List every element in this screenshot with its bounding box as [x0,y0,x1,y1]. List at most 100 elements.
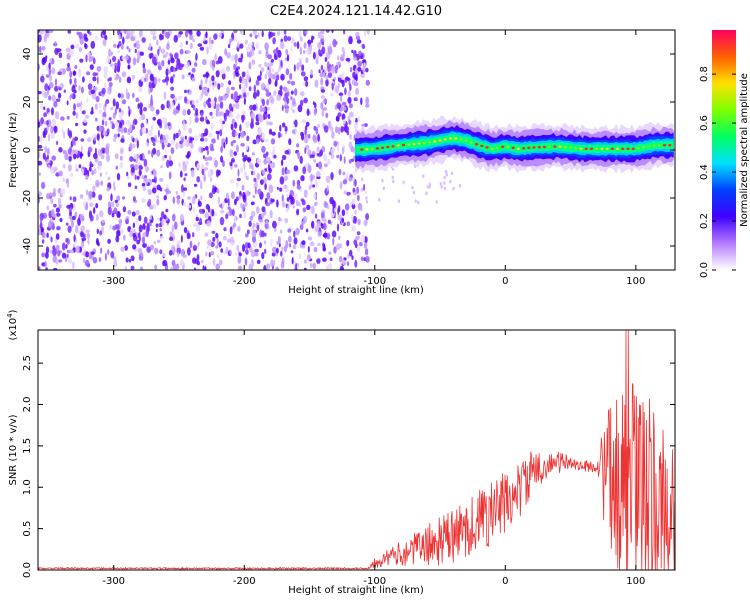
spectrogram-noise-cell [223,114,227,122]
spectrogram-noise-cell [193,183,198,187]
spectrogram-noise-cell [118,33,121,40]
spectrogram-noise-cell [192,38,196,43]
spectrogram-noise-cell [126,33,131,39]
spectrogram-noise-cell [188,127,193,134]
spectrogram-noise-cell [164,149,167,154]
spectrogram-noise-cell [114,108,117,116]
spectrogram-ridge-band [355,134,674,154]
spectrogram-noise-cell [239,76,242,84]
spectrogram-noise-cell [245,39,248,45]
spectrogram-noise-cell [286,91,290,97]
spectrogram-noise-cell [56,140,59,146]
spectrogram-noise-cell [183,187,188,191]
spectrogram-noise-cell [169,76,174,84]
spectrogram-noise-cell [124,55,129,61]
spectrogram-noise-cell [392,179,395,184]
spectrogram-noise-cell [290,196,295,205]
spectrogram-noise-cell [157,129,160,138]
spectrogram-noise-cell [172,213,176,222]
spectrogram-x-tick-label: -100 [363,276,386,287]
spectrogram-noise-cell [229,250,233,255]
spectrogram-noise-cell [89,214,94,222]
spectrogram-noise-cell [286,54,290,62]
spectrogram-noise-cell [299,91,305,97]
spectrogram-noise-cell [159,235,164,240]
spectrogram-noise-cell [45,30,50,34]
spectrogram-noise-cell [254,34,258,39]
spectrogram-noise-cell [280,60,283,67]
spectrogram-noise-cell [334,69,338,74]
spectrogram-noise-cell [205,77,208,85]
spectrogram-noise-cell [75,245,80,254]
spectrogram-noise-cell [75,168,79,172]
spectrogram-noise-cell [254,186,257,195]
spectrogram-noise-cell [223,251,226,255]
spectrogram-noise-cell [204,266,207,270]
spectrogram-noise-cell [143,216,148,224]
spectrogram-noise-cell [53,125,58,133]
spectrogram-noise-cell [234,53,238,63]
spectrogram-noise-cell [307,133,311,139]
spectrogram-noise-cell [205,203,210,210]
spectrogram-noise-cell [297,151,300,158]
spectrogram-noise-cell [74,136,78,141]
spectrogram-noise-cell [230,54,235,62]
spectrogram-noise-cell [89,64,94,70]
spectrogram-noise-cell [41,231,46,239]
spectrogram-noise-cell [67,225,72,233]
spectrogram-noise-cell [67,30,72,34]
spectrogram-noise-cell [268,185,274,193]
spectrogram-noise-cell [135,97,139,103]
snr-x-tick-label: -100 [363,576,386,587]
spectrogram-noise-cell [309,263,313,268]
spectrogram-noise-cell [104,120,108,127]
spectrogram-noise-cell [338,168,342,176]
spectrogram-noise-cell [272,220,277,229]
spectrogram-noise-cell [263,265,267,270]
spectrogram-noise-cell [165,68,169,77]
spectrogram-noise-cell [276,31,281,36]
spectrogram-ridge-peak [595,147,599,150]
spectrogram-noise-cell [163,138,169,147]
spectrogram-noise-cell [416,200,420,205]
spectrogram-noise-cell [351,203,356,210]
spectrogram-noise-cell [362,64,366,74]
spectrogram-noise-cell [58,170,63,177]
spectrogram-noise-cell [159,33,163,41]
spectrogram-noise-cell [354,178,357,187]
spectrogram-noise-cell [227,206,231,210]
spectrogram-noise-cell [115,165,119,170]
spectrogram-noise-cell [365,96,370,106]
spectrogram-noise-cell [355,31,360,37]
spectrogram-noise-cell [302,119,306,123]
spectrogram-noise-cell [63,131,66,139]
spectrogram-noise-cell [202,132,208,137]
spectrogram-noise-cell [172,74,176,78]
spectrogram-noise-cell [199,208,203,214]
spectrogram-noise-cell [303,267,307,270]
spectrogram-noise-cell [110,106,114,111]
spectrogram-noise-cell [124,245,128,251]
spectrogram-noise-cell [317,242,321,247]
spectrogram-noise-cell [256,158,262,165]
spectrogram-noise-cell [266,99,269,106]
spectrogram-noise-cell [268,77,272,85]
spectrogram-noise-cell [331,230,337,238]
spectrogram-noise-cell [270,198,275,203]
spectrogram-noise-cell [317,41,322,49]
spectrogram-noise-cell [211,230,216,234]
spectrogram-noise-cell [290,104,294,112]
spectrogram-noise-cell [67,148,72,155]
spectrogram-noise-cell [206,46,209,55]
spectrogram-noise-cell [156,239,161,243]
spectrogram-noise-cell [106,56,111,64]
spectrogram-noise-cell [184,160,189,165]
spectrogram-noise-cell [330,93,334,97]
spectrogram-noise-cell [61,177,66,183]
spectrogram-noise-cell [65,238,68,243]
spectrogram-noise-cell [115,101,120,110]
spectrogram-ridge-peak [647,145,651,148]
spectrogram-noise-cell [53,100,58,108]
spectrogram-noise-cell [236,144,239,153]
spectrogram-noise-cell [326,264,329,270]
